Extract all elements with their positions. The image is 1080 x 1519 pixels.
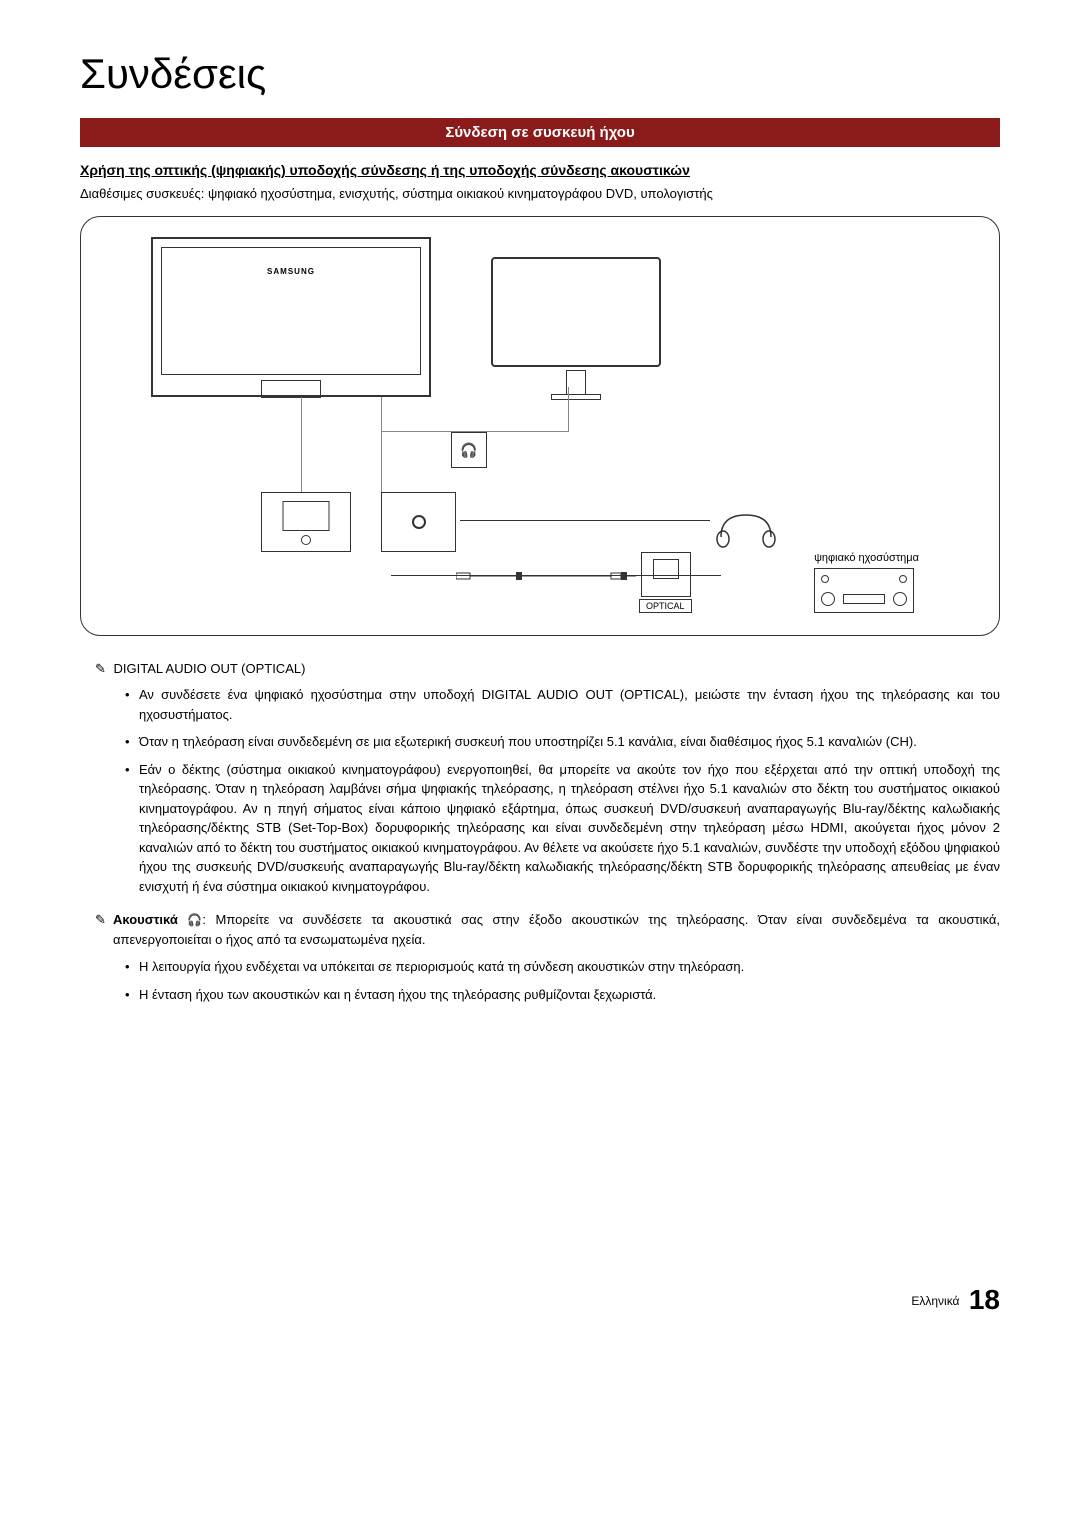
samsung-logo: SAMSUNG (267, 267, 315, 276)
page-footer: Ελληνικά 18 (80, 1284, 1000, 1316)
optical-label: OPTICAL (639, 599, 692, 613)
headphone-port-icon: 🎧 (451, 432, 487, 468)
bullet-item: Όταν η τηλεόραση είναι συνδεδεμένη σε μι… (125, 732, 1000, 752)
speaker-dot (821, 575, 829, 583)
headphones-label: Ακουστικά (113, 912, 178, 927)
note-text: ✎ Ακουστικά 🎧: Μπορείτε να συνδέσετε τα … (95, 910, 1000, 949)
note-icon: ✎ (95, 661, 106, 676)
monitor-stand (566, 370, 586, 395)
bullet-item: Εάν ο δέκτης (σύστημα οικιακού κινηματογ… (125, 760, 1000, 897)
optical-connector (456, 569, 636, 581)
speaker-circle (893, 592, 907, 606)
connector-line (381, 397, 382, 492)
headphone-inline-icon: 🎧 (187, 911, 202, 929)
headphones-icon (711, 507, 781, 552)
subtitle: Χρήση της οπτικής (ψηφιακής) υποδοχής σύ… (80, 162, 1000, 178)
note-icon: ✎ (95, 910, 106, 930)
page-number: 18 (969, 1284, 1000, 1315)
headphones-text: : Μπορείτε να συνδέσετε τα ακουστικά σας… (113, 912, 1000, 947)
bullet-item: Αν συνδέσετε ένα ψηφιακό ηχοσύστημα στην… (125, 685, 1000, 724)
digital-system-box (814, 568, 914, 613)
monitor-outline (491, 257, 661, 367)
aux-port-icon (381, 492, 456, 552)
note-heading-text: DIGITAL AUDIO OUT (OPTICAL) (114, 661, 306, 676)
cable-line (460, 520, 710, 521)
connection-diagram: SAMSUNG 🎧 OPTICAL (80, 216, 1000, 636)
page-title: Συνδέσεις (80, 50, 1000, 98)
monitor-base (551, 394, 601, 400)
speaker-circle (821, 592, 835, 606)
bullet-item: Η ένταση ήχου των ακουστικών και η έντασ… (125, 985, 1000, 1005)
note-headphones: ✎ Ακουστικά 🎧: Μπορείτε να συνδέσετε τα … (80, 910, 1000, 1004)
bullet-list: Η λειτουργία ήχου ενδέχεται να υπόκειται… (125, 957, 1000, 1004)
connector-line (568, 387, 569, 432)
optical-port-icon (261, 492, 351, 552)
system-display (843, 594, 885, 604)
bullet-list: Αν συνδέσετε ένα ψηφιακό ηχοσύστημα στην… (125, 685, 1000, 896)
section-header: Σύνδεση σε συσκευή ήχου (80, 118, 1000, 147)
digital-system: ψηφιακό ηχοσύστημα (814, 552, 919, 613)
tv-stand (261, 380, 321, 398)
description: Διαθέσιμες συσκευές: ψηφιακό ηχοσύστημα,… (80, 186, 1000, 201)
connector-line (301, 397, 302, 492)
footer-language: Ελληνικά (911, 1294, 959, 1308)
tv-outline: SAMSUNG (151, 237, 431, 397)
speaker-dot (899, 575, 907, 583)
optical-receiver-icon (641, 552, 691, 597)
note-heading: ✎ DIGITAL AUDIO OUT (OPTICAL) (95, 661, 1000, 677)
headphone-symbol: 🎧 (460, 442, 477, 459)
bullet-item: Η λειτουργία ήχου ενδέχεται να υπόκειται… (125, 957, 1000, 977)
note-digital-audio-out: ✎ DIGITAL AUDIO OUT (OPTICAL) Αν συνδέσε… (80, 661, 1000, 896)
digital-system-label: ψηφιακό ηχοσύστημα (814, 552, 919, 564)
